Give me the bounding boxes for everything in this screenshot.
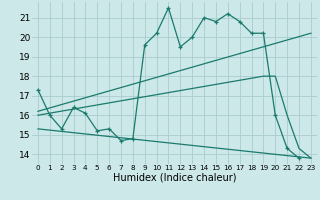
X-axis label: Humidex (Indice chaleur): Humidex (Indice chaleur) [113, 173, 236, 183]
